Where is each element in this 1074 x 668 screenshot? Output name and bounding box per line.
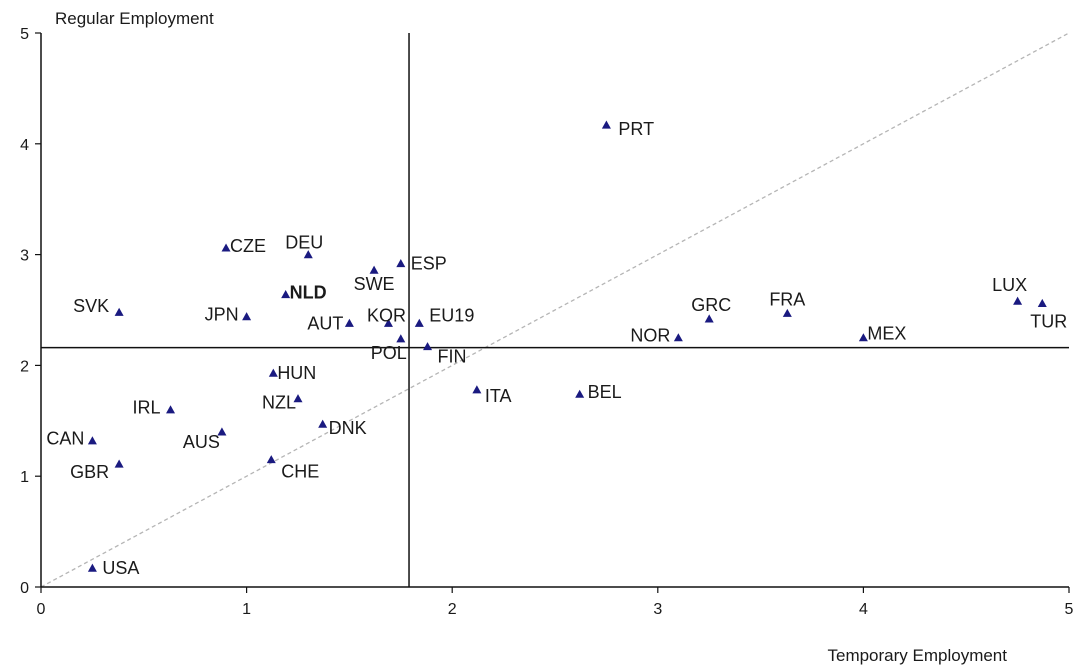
x-tick-label: 2 — [448, 601, 457, 618]
point-marker-usa — [87, 563, 97, 572]
point-label-ita: ITA — [485, 386, 512, 406]
point-marker-gbr — [114, 459, 124, 468]
point-label-bel: BEL — [588, 382, 622, 402]
diagonal-reference-line — [40, 32, 1070, 588]
axis-titles: Regular Employment Temporary Employment — [55, 9, 1007, 665]
point-label-hun: HUN — [277, 363, 316, 383]
point-label-prt: PRT — [618, 119, 654, 139]
y-tick-label: 0 — [20, 580, 29, 597]
point-marker-tur — [1037, 298, 1047, 307]
point-label-mex: MEX — [867, 324, 906, 344]
point-marker-fra — [782, 308, 792, 317]
point-marker-bel — [575, 389, 585, 398]
point-label-jpn: JPN — [205, 305, 239, 325]
point-marker-can — [87, 436, 97, 445]
point-marker-fin — [423, 342, 433, 351]
point-marker-pol — [396, 334, 406, 343]
point-label-swe: SWE — [354, 274, 395, 294]
point-marker-swe — [369, 265, 379, 274]
point-label-lux: LUX — [992, 275, 1027, 295]
y-axis-title: Regular Employment — [55, 9, 214, 28]
point-label-nzl: NZL — [262, 393, 296, 413]
point-marker-hun — [268, 368, 278, 377]
y-tick-label: 5 — [20, 26, 29, 43]
point-label-fra: FRA — [769, 289, 805, 309]
y-tick-label: 3 — [20, 248, 29, 265]
point-label-gbr: GBR — [70, 462, 109, 482]
y-tick-label: 2 — [20, 358, 29, 375]
x-tick-label: 0 — [37, 601, 46, 618]
x-axis-title: Temporary Employment — [827, 646, 1007, 665]
point-marker-deu — [303, 250, 313, 259]
point-marker-nld — [281, 289, 291, 299]
point-label-usa: USA — [102, 558, 139, 578]
point-label-pol: POL — [371, 343, 407, 363]
axes: 0 1 2 3 4 5 0 1 2 3 4 5 — [20, 26, 1073, 618]
point-marker-grc — [704, 314, 714, 323]
point-label-irl: IRL — [133, 398, 161, 418]
x-tick-label: 4 — [859, 601, 868, 618]
point-marker-che — [266, 455, 276, 464]
point-marker-lux — [1013, 296, 1023, 305]
point-marker-jpn — [242, 312, 252, 321]
point-marker-nzl — [293, 394, 303, 403]
point-label-fin: FIN — [438, 347, 467, 367]
point-label-nld: NLD — [290, 282, 327, 302]
x-tick-label: 5 — [1065, 601, 1074, 618]
point-marker-aut — [344, 318, 354, 327]
point-label-deu: DEU — [285, 233, 323, 253]
point-marker-esp — [396, 258, 406, 268]
point-marker-nor — [673, 333, 683, 342]
point-label-dnk: DNK — [329, 418, 367, 438]
point-marker-cze — [221, 243, 231, 252]
point-label-aus: AUS — [183, 432, 220, 452]
point-marker-svk — [114, 307, 124, 316]
point-marker-aus — [217, 427, 227, 436]
point-label-che: CHE — [281, 462, 319, 482]
point-label-svk: SVK — [73, 296, 109, 316]
point-label-grc: GRC — [691, 295, 731, 315]
point-label-cze: CZE — [230, 236, 266, 256]
point-marker-prt — [601, 120, 611, 129]
point-marker-eu19 — [414, 318, 424, 327]
point-marker-kor — [383, 318, 393, 327]
point-marker-irl — [166, 405, 176, 414]
reference-lines — [40, 32, 1070, 588]
point-label-eu19: EU19 — [429, 305, 474, 325]
point-label-nor: NOR — [630, 326, 670, 346]
x-tick-label: 1 — [242, 601, 251, 618]
x-tick-label: 3 — [653, 601, 662, 618]
point-label-esp: ESP — [411, 253, 447, 273]
point-label-kor: KOR — [367, 305, 406, 325]
point-label-aut: AUT — [307, 313, 343, 333]
data-points: USA CAN GBR SVK IRL AUS CZE JPN CHE HUN NLD NZL DEU D… — [46, 119, 1067, 578]
point-marker-ita — [472, 385, 482, 394]
y-tick-label: 1 — [20, 469, 29, 486]
point-marker-dnk — [318, 419, 328, 428]
point-marker-mex — [858, 333, 868, 342]
point-label-tur: TUR — [1030, 311, 1067, 331]
point-label-can: CAN — [46, 429, 84, 449]
y-tick-label: 4 — [20, 137, 29, 154]
